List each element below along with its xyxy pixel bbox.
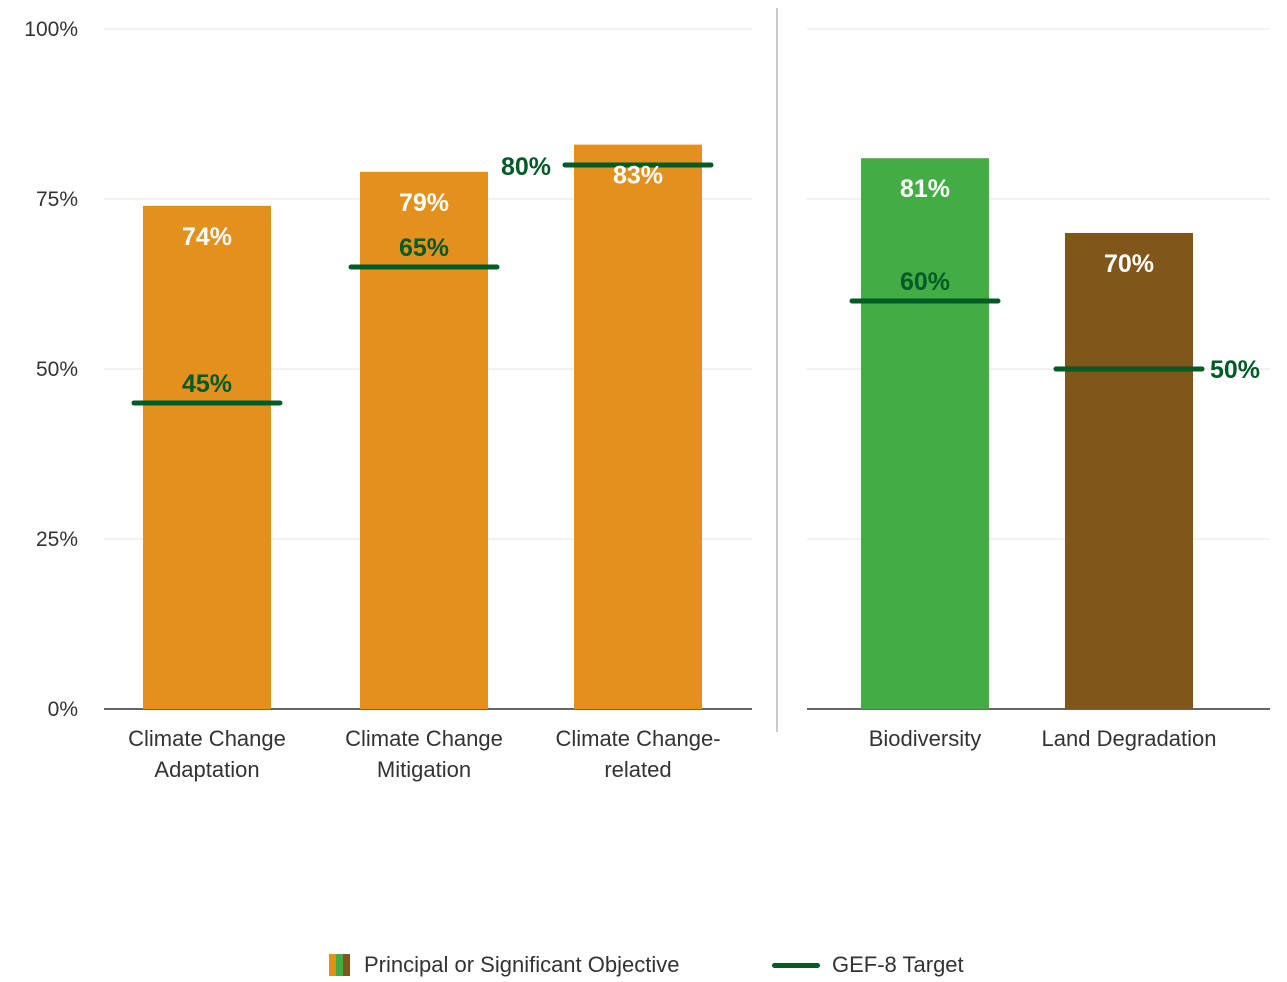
x-category-label: Land Degradation [1042, 726, 1217, 751]
x-category-label: related [604, 757, 671, 782]
data-labels: 74% 45% 79% 65% 83% 80% 81% 60% 70% 50% [182, 153, 1260, 398]
category-labels: Climate Change Adaptation Climate Change Mi… [128, 726, 1216, 782]
target-value-label: 50% [1210, 356, 1260, 384]
bar [574, 144, 702, 710]
bar-value-label: 81% [900, 175, 950, 203]
x-category-label: Mitigation [377, 757, 471, 782]
legend-item-objective: Principal or Significant Objective [329, 948, 679, 982]
x-category-label: Adaptation [154, 757, 259, 782]
x-category-label: Climate Change [345, 726, 503, 751]
x-category-label: Biodiversity [869, 726, 981, 751]
y-tick-label: 75% [36, 188, 78, 211]
y-tick-label: 100% [24, 18, 78, 41]
bars [143, 144, 1193, 710]
legend-swatch-brown [343, 954, 350, 976]
y-axis-ticks: 0% 25% 50% 75% 100% [24, 18, 78, 721]
target-value-label: 45% [182, 370, 232, 398]
legend-swatch-bars [329, 954, 350, 976]
legend-item-target: GEF-8 Target [772, 948, 964, 982]
legend-label-objective: Principal or Significant Objective [364, 952, 680, 977]
bar [1065, 233, 1193, 709]
legend-swatch-green [336, 954, 343, 976]
x-category-label: Climate Change [128, 726, 286, 751]
bar [861, 158, 989, 709]
y-tick-label: 25% [36, 528, 78, 551]
legend-swatch-line [772, 962, 820, 968]
y-tick-label: 50% [36, 358, 78, 381]
bar [360, 171, 488, 710]
bar-value-label: 70% [1104, 250, 1154, 278]
legend-swatch-orange [329, 954, 336, 976]
x-category-label: Climate Change- [555, 726, 720, 751]
target-value-label: 65% [399, 234, 449, 262]
target-value-label: 80% [501, 153, 551, 181]
bar-value-label: 83% [613, 162, 663, 190]
legend-label-target: GEF-8 Target [832, 952, 964, 977]
bar [143, 205, 271, 710]
bar-value-label: 74% [182, 223, 232, 251]
target-lines [131, 162, 1205, 406]
bar-value-label: 79% [399, 189, 449, 217]
target-value-label: 60% [900, 268, 950, 296]
y-tick-label: 0% [48, 698, 78, 721]
